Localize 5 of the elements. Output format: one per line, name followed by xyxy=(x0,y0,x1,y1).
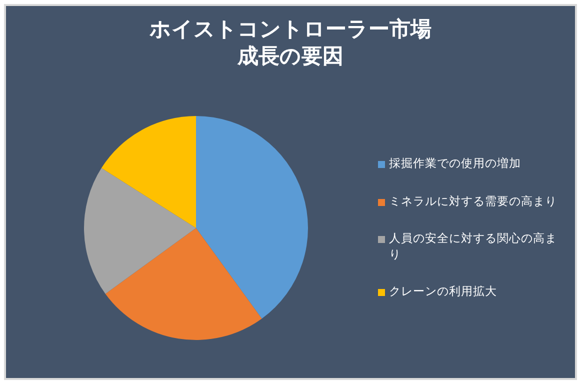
chart-title: ホイストコントローラー市場成長の要因 xyxy=(148,16,432,70)
legend-label: クレーンの利用拡大 xyxy=(389,284,497,298)
legend-label: 人員の安全に対する関心の高まり xyxy=(389,231,557,261)
legend-label: ミネラルに対する需要の高まり xyxy=(389,194,557,208)
legend-label: 採掘作業での使用の増加 xyxy=(389,156,521,170)
